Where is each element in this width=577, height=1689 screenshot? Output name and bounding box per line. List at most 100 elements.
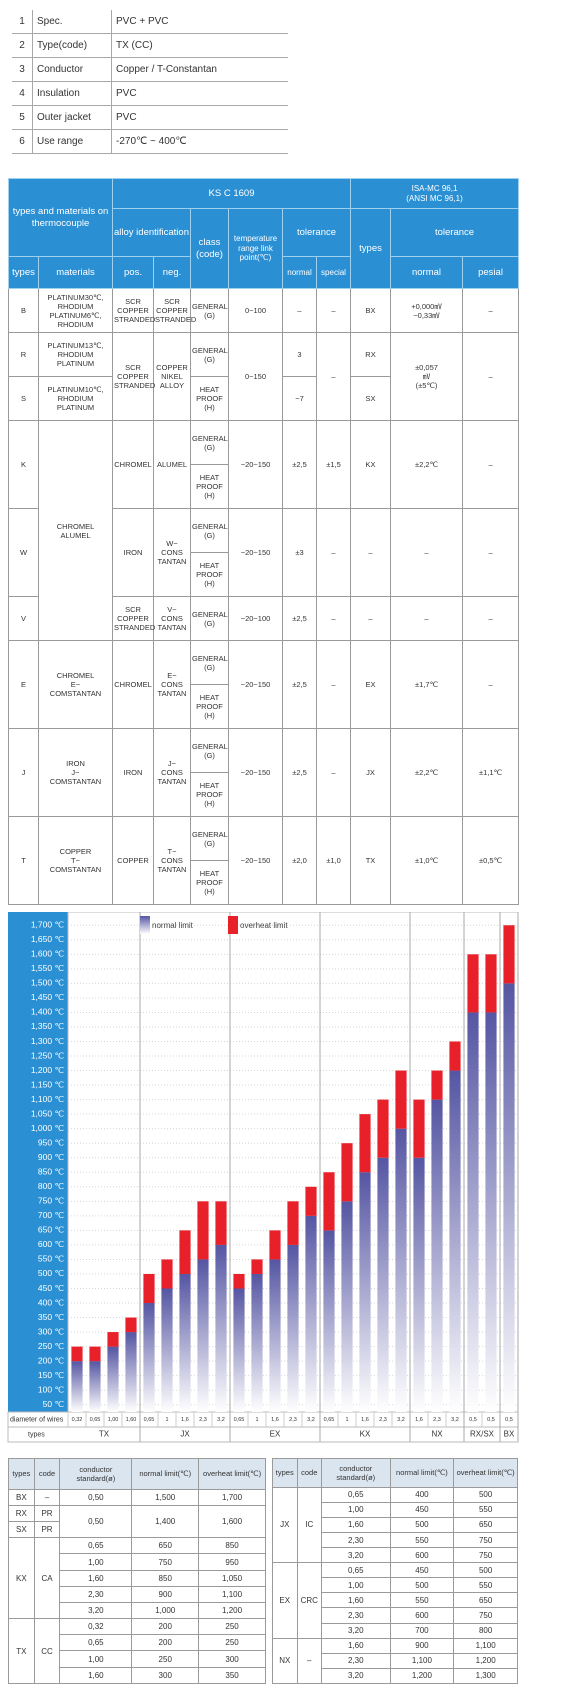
text-line: CONS bbox=[161, 680, 183, 689]
text-line: CONS bbox=[161, 768, 183, 777]
axis-panel bbox=[8, 912, 68, 1412]
table-cell: – bbox=[315, 596, 352, 641]
table-cell: E bbox=[8, 640, 39, 729]
table-cell: 250 bbox=[198, 1634, 266, 1652]
bar-normal bbox=[485, 1012, 497, 1412]
table-row: NX –1,60 900 1,100 bbox=[272, 1637, 518, 1685]
table-cell: RX bbox=[8, 1504, 35, 1523]
table-cell: ±2,5 bbox=[282, 640, 317, 729]
header-cell: class (code) bbox=[190, 208, 229, 289]
text-line: ISA-MC 96,1 bbox=[411, 183, 458, 193]
table-cell: 250 bbox=[198, 1618, 266, 1636]
header-cell: overheat limit(℃) bbox=[198, 1458, 266, 1490]
x-tick-label: 1,6 bbox=[181, 1417, 189, 1423]
table-cell: CRC bbox=[296, 1562, 322, 1639]
text-line: −0,33㎷ bbox=[413, 310, 440, 320]
table-cell: GENERAL (G) bbox=[190, 640, 229, 685]
header-cell: pesial bbox=[462, 256, 520, 289]
y-tick-label: 1,450 ℃ bbox=[31, 992, 65, 1002]
table-cell: ±0,057 ㎷ (±5℃) bbox=[390, 332, 464, 421]
table-cell: R bbox=[8, 332, 39, 377]
x-tick-label: 0,65 bbox=[324, 1417, 335, 1423]
bar-overheat bbox=[251, 1259, 263, 1274]
table-cell: IRON J− COMSTANTAN bbox=[38, 728, 113, 817]
spec-cell: 5 bbox=[12, 105, 33, 130]
bar-normal bbox=[377, 1157, 389, 1412]
table-cell: SX bbox=[8, 1521, 35, 1539]
table-cell: EX bbox=[350, 640, 392, 729]
bar-overheat bbox=[395, 1070, 407, 1129]
y-tick-label: 1,600 ℃ bbox=[31, 949, 65, 959]
text-line: +0,000㎷ bbox=[411, 301, 442, 311]
table-cell: HEAT PROOF (H) bbox=[190, 552, 229, 597]
text-line: COPPER bbox=[156, 363, 188, 372]
x-tick-label: 1,6 bbox=[361, 1417, 369, 1423]
text-line: TANTAN bbox=[157, 689, 187, 698]
x-tick-label: 3,2 bbox=[451, 1417, 459, 1423]
header-cell: ISA-MC 96,1 (ANSI MC 96,1) bbox=[350, 178, 520, 209]
text-line: (ANSI MC 96,1) bbox=[406, 193, 463, 203]
table-cell: – bbox=[350, 596, 392, 641]
table-cell: 650 bbox=[453, 1592, 518, 1609]
bar-normal bbox=[143, 1303, 155, 1412]
header-cell: neg. bbox=[153, 256, 191, 289]
limit-table: types code conductor standard(ø) normal lim… bbox=[8, 1458, 266, 1685]
text-line: CHROMEL bbox=[56, 521, 95, 531]
spec-row: 5 Outer jacket PVC bbox=[12, 105, 288, 130]
table-cell: – bbox=[462, 640, 520, 729]
table-cell: ±2,5 bbox=[282, 728, 317, 817]
table-cell: CHROMEL E− COMSTANTAN bbox=[38, 640, 113, 729]
table-cell: CC bbox=[33, 1618, 61, 1684]
table-cell: 750 bbox=[453, 1547, 518, 1564]
table-cell: ±1,0℃ bbox=[390, 816, 464, 905]
legend-swatch bbox=[228, 916, 238, 934]
table-cell: 1,700 bbox=[198, 1488, 266, 1506]
y-tick-label: 500 ℃ bbox=[38, 1268, 65, 1278]
header-cell: types bbox=[350, 208, 392, 289]
x-tick-label: 0,5 bbox=[487, 1417, 495, 1423]
table-cell: 0~100 bbox=[228, 288, 283, 333]
thermocouple-table: types and materials on thermocouple KS C … bbox=[8, 178, 520, 905]
table-row: 0,65 200 250 bbox=[9, 1634, 266, 1652]
x-tick-label: 1,00 bbox=[108, 1417, 119, 1423]
text-line: IRON bbox=[123, 768, 143, 777]
table-cell: 0~150 bbox=[228, 332, 283, 421]
spec-cell: 4 bbox=[12, 81, 33, 106]
spec-cell: 3 bbox=[12, 57, 33, 82]
text-line: E− bbox=[167, 671, 177, 680]
bar-overheat bbox=[503, 925, 515, 984]
table-cell: 3 bbox=[282, 332, 317, 377]
table-cell: 600 bbox=[389, 1607, 455, 1624]
table-row: HEAT PROOF (H) bbox=[9, 552, 519, 597]
table-cell: 900 bbox=[389, 1637, 455, 1654]
text-line: J− bbox=[167, 759, 177, 768]
spec-table: 1 Spec. PVC + PVC 2 Type(code) TX (CC) 3 Conduc… bbox=[12, 10, 288, 154]
table-cell: 500 bbox=[453, 1562, 518, 1579]
bar-overheat bbox=[215, 1201, 227, 1245]
table-cell: PLATINUM10℃, RHODIUM PLATINUM bbox=[38, 376, 113, 421]
table-cell: 300 bbox=[198, 1650, 266, 1668]
table-cell: – bbox=[33, 1488, 61, 1506]
spec-cell: 1 bbox=[12, 10, 33, 34]
bar-normal bbox=[215, 1244, 227, 1412]
header-cell: types and materials on thermocouple bbox=[8, 178, 113, 257]
table-row: 3,20 1,200 1,300 bbox=[273, 1667, 518, 1685]
bar-overheat bbox=[287, 1201, 299, 1245]
y-tick-label: 1,350 ℃ bbox=[31, 1021, 65, 1031]
bar-overheat bbox=[107, 1332, 119, 1347]
table-cell: IRON bbox=[112, 728, 154, 817]
table-cell: – bbox=[462, 596, 520, 641]
spec-cell: 6 bbox=[12, 129, 33, 154]
table-cell: SCR COPPER STRANDED bbox=[112, 332, 155, 421]
header-cell: normal limit(℃) bbox=[131, 1458, 200, 1490]
y-tick-label: 1,550 ℃ bbox=[31, 963, 65, 973]
table-cell: ±2,5 bbox=[282, 420, 317, 509]
table-cell: PLATINUM30℃, RHODIUM PLATINUM6℃, RHODIUM bbox=[38, 288, 113, 333]
y-tick-label: 350 ℃ bbox=[38, 1312, 65, 1322]
table-cell: 650 bbox=[453, 1516, 518, 1533]
table-cell: −20~150 bbox=[228, 816, 283, 905]
text-line: COPPER bbox=[117, 614, 149, 623]
text-line: ALUMEL bbox=[156, 460, 187, 469]
table-row: SX PR bbox=[8, 1521, 266, 1539]
table-cell: 350 bbox=[198, 1666, 266, 1685]
